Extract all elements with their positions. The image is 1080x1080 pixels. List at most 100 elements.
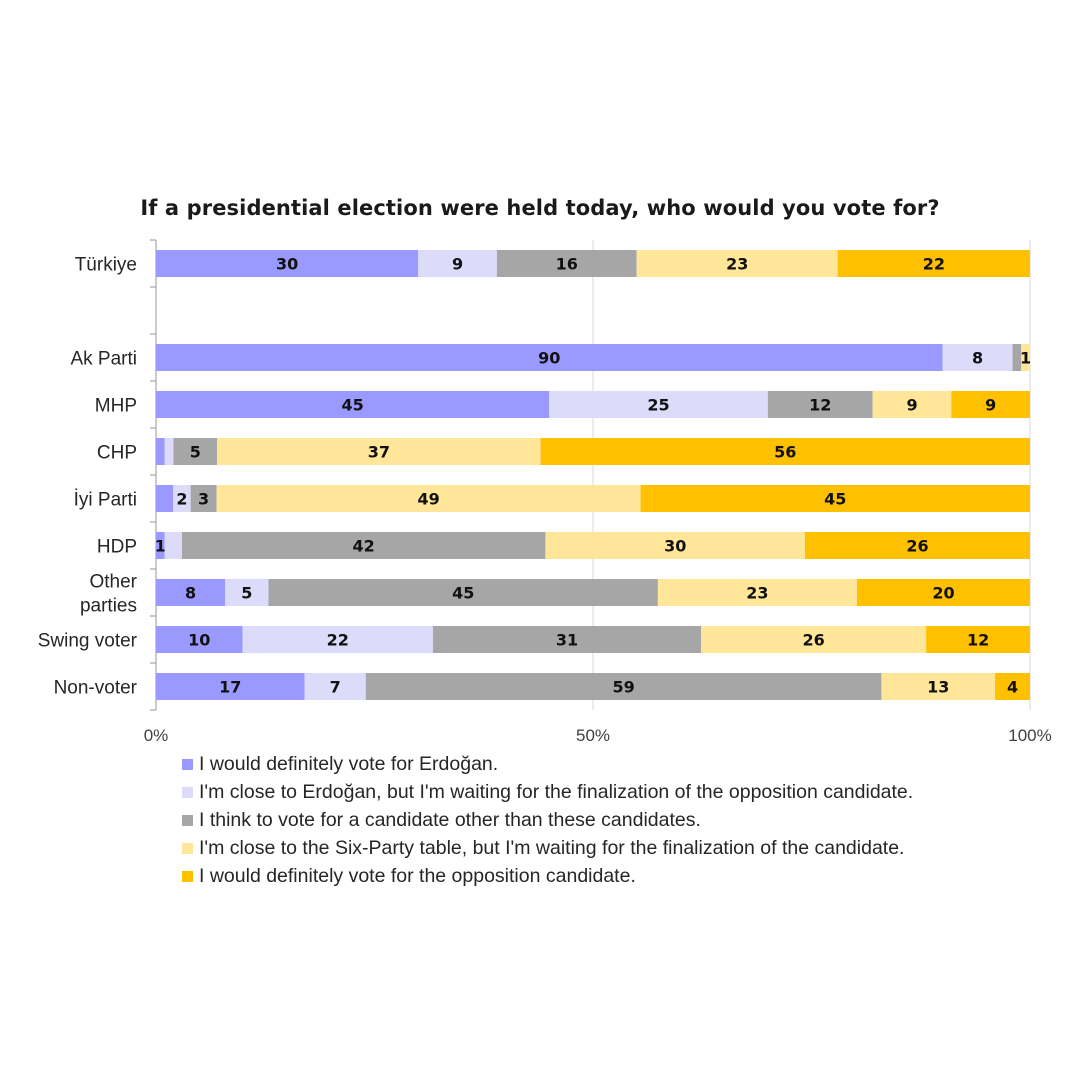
bar-segment — [545, 532, 806, 559]
bar-segment — [164, 532, 182, 559]
data-label: 16 — [556, 255, 578, 274]
legend-label: I'm close to the Six-Party table, but I'… — [199, 836, 905, 859]
x-tick-label: 100% — [1008, 726, 1051, 745]
data-label: 22 — [923, 255, 945, 274]
data-label: 12 — [967, 631, 989, 650]
bar-segment — [496, 250, 637, 277]
legend-swatch — [182, 870, 193, 882]
bar-segment — [156, 579, 226, 606]
category-label: MHP — [95, 396, 137, 417]
data-label: 23 — [726, 255, 748, 274]
bar-segment — [242, 626, 433, 653]
category-label: Non-voter — [54, 678, 138, 699]
category-label: Türkiye — [75, 255, 137, 276]
bar-segment — [636, 250, 838, 277]
x-tick-label: 50% — [576, 726, 610, 745]
bar-segment — [156, 344, 943, 371]
bar-segment — [156, 673, 305, 700]
bar-segment — [549, 391, 768, 418]
data-label: 9 — [452, 255, 463, 274]
legend-swatch — [182, 786, 193, 798]
bar-segment — [164, 438, 174, 465]
data-label: 25 — [647, 396, 669, 415]
bar-segment — [216, 485, 641, 512]
bar-segment — [995, 673, 1030, 700]
bar-segment — [872, 391, 952, 418]
data-label: 45 — [824, 490, 846, 509]
data-label: 45 — [342, 396, 364, 415]
bar-segment — [156, 250, 419, 277]
data-label: 10 — [188, 631, 210, 650]
data-label: 22 — [327, 631, 349, 650]
bar-segment — [856, 579, 1030, 606]
data-label: 9 — [985, 396, 996, 415]
bar-segment — [942, 344, 1013, 371]
data-label: 37 — [368, 443, 390, 462]
bar-segment — [1012, 344, 1022, 371]
legend-item: I would definitely vote for Erdoğan. — [182, 750, 913, 778]
bar-segment — [304, 673, 366, 700]
x-tick-label: 0% — [144, 726, 169, 745]
legend-item: I'm close to the Six-Party table, but I'… — [182, 834, 913, 862]
data-label: 90 — [538, 349, 560, 368]
data-label: 13 — [927, 678, 949, 697]
bar-segment — [805, 532, 1030, 559]
bar-segment — [1021, 344, 1030, 371]
bar-segment — [767, 391, 873, 418]
bar-segment — [225, 579, 269, 606]
data-label: 59 — [612, 678, 634, 697]
bar-segment — [657, 579, 857, 606]
category-label: HDP — [97, 537, 137, 558]
bar-segment — [640, 485, 1030, 512]
data-label: 17 — [219, 678, 241, 697]
bar-segment — [701, 626, 927, 653]
data-label: 30 — [276, 255, 298, 274]
bar-segment — [951, 391, 1030, 418]
legend-swatch — [182, 842, 193, 854]
data-label: 42 — [353, 537, 375, 556]
data-label: 45 — [452, 584, 474, 603]
bar-segment — [156, 391, 550, 418]
legend-item: I think to vote for a candidate other th… — [182, 806, 913, 834]
bar-segment — [156, 438, 165, 465]
data-label: 5 — [241, 584, 252, 603]
bar-segment — [881, 673, 996, 700]
bar-segment — [540, 438, 1030, 465]
bar-segment — [190, 485, 217, 512]
data-label: 7 — [330, 678, 341, 697]
data-label: 3 — [198, 490, 209, 509]
data-label: 8 — [185, 584, 196, 603]
data-label: 49 — [417, 490, 439, 509]
legend-label: I think to vote for a candidate other th… — [199, 808, 701, 831]
data-label: 1 — [155, 537, 166, 556]
category-label: İyi Parti — [74, 490, 137, 511]
legend-label: I would definitely vote for the oppositi… — [199, 864, 636, 887]
legend-swatch — [182, 814, 193, 826]
category-label: Other — [89, 572, 137, 593]
category-label: CHP — [97, 443, 137, 464]
bar-segment — [156, 532, 165, 559]
data-label: 1 — [1020, 349, 1031, 368]
bar-segment — [173, 485, 191, 512]
legend-item: I'm close to Erdoğan, but I'm waiting fo… — [182, 778, 913, 806]
data-label: 26 — [906, 537, 928, 556]
data-label: 23 — [746, 584, 768, 603]
data-label: 56 — [774, 443, 796, 462]
legend-label: I would definitely vote for Erdoğan. — [199, 752, 499, 775]
bar-segment — [837, 250, 1030, 277]
data-label: 26 — [803, 631, 825, 650]
bar-segment — [217, 438, 541, 465]
data-label: 31 — [556, 631, 578, 650]
bar-segment — [181, 532, 546, 559]
bar-segment — [156, 626, 243, 653]
data-label: 2 — [176, 490, 187, 509]
data-label: 30 — [664, 537, 686, 556]
data-label: 9 — [906, 396, 917, 415]
bar-segment — [173, 438, 218, 465]
category-label: Swing voter — [38, 631, 138, 652]
category-label: Ak Parti — [70, 349, 137, 370]
legend-item: I would definitely vote for the oppositi… — [182, 862, 913, 890]
legend-label: I'm close to Erdoğan, but I'm waiting fo… — [199, 780, 914, 803]
data-label: 12 — [809, 396, 831, 415]
